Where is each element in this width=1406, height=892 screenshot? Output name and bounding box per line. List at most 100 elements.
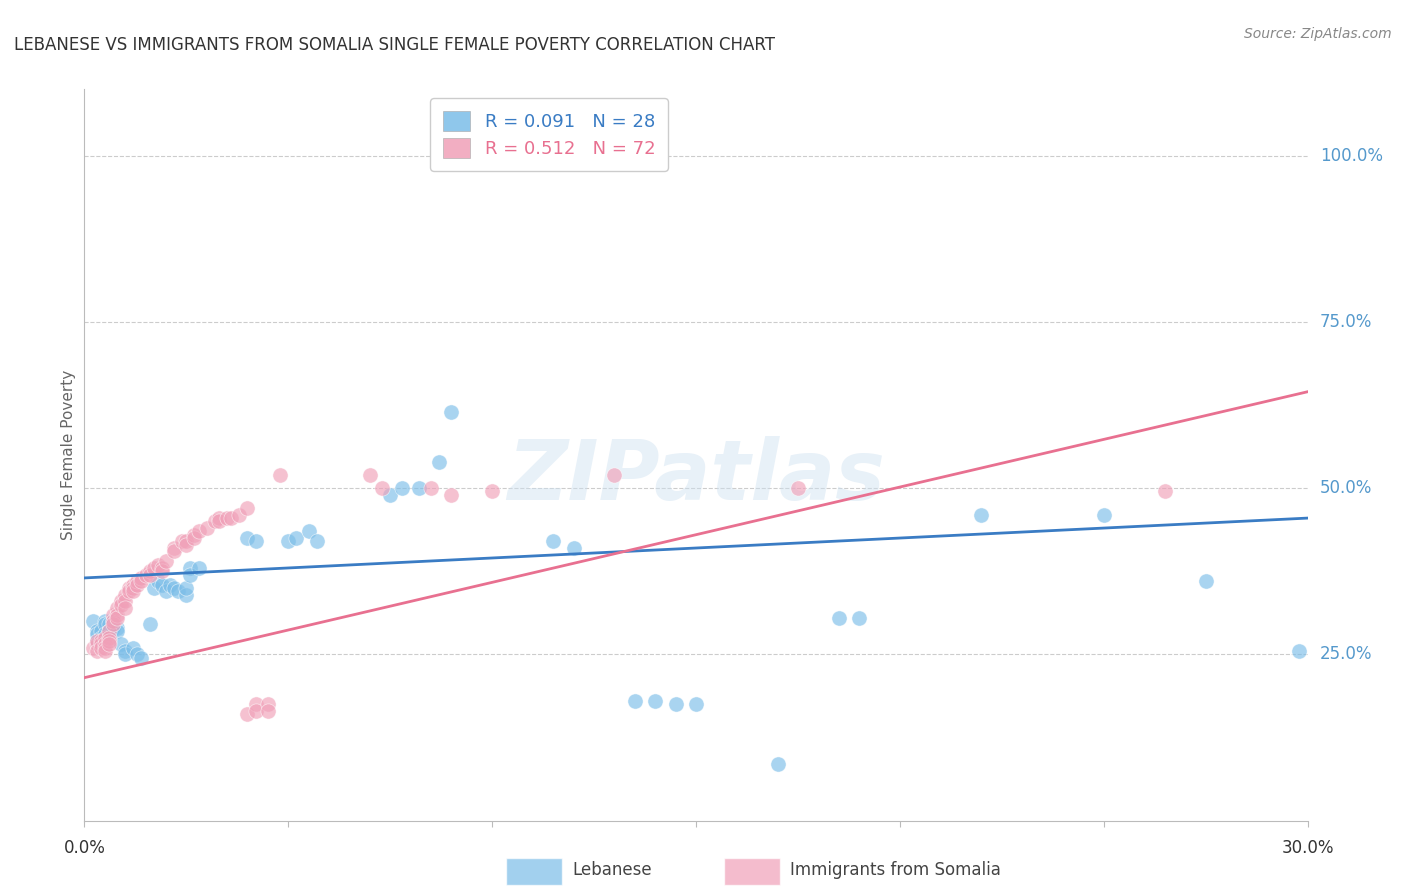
Point bbox=[208, 511, 231, 525]
Point bbox=[150, 564, 173, 578]
Point bbox=[86, 634, 108, 648]
Point bbox=[114, 594, 136, 608]
Text: 100.0%: 100.0% bbox=[1320, 146, 1384, 165]
Point bbox=[391, 481, 413, 495]
Point bbox=[114, 600, 136, 615]
Point bbox=[236, 707, 259, 722]
Point bbox=[131, 574, 153, 589]
Point bbox=[257, 698, 280, 712]
Point bbox=[848, 611, 870, 625]
Point bbox=[624, 694, 647, 708]
Point bbox=[90, 631, 112, 645]
Point bbox=[167, 584, 190, 599]
Point bbox=[86, 644, 108, 658]
Point bbox=[236, 501, 259, 516]
Text: 0.0%: 0.0% bbox=[63, 838, 105, 857]
Point bbox=[93, 644, 115, 658]
Point bbox=[90, 640, 112, 655]
Point bbox=[105, 607, 128, 622]
Point bbox=[163, 544, 186, 558]
Y-axis label: Single Female Poverty: Single Female Poverty bbox=[60, 370, 76, 540]
Point bbox=[110, 637, 132, 651]
Point bbox=[245, 534, 267, 549]
Point bbox=[461, 152, 484, 166]
Point bbox=[163, 581, 186, 595]
Point bbox=[179, 561, 201, 575]
Point bbox=[228, 508, 250, 522]
Point bbox=[93, 631, 115, 645]
Point bbox=[105, 621, 128, 635]
Point bbox=[245, 698, 267, 712]
Point bbox=[420, 481, 443, 495]
Point bbox=[122, 640, 145, 655]
Point bbox=[82, 614, 104, 628]
Point bbox=[1288, 644, 1310, 658]
Point bbox=[174, 534, 197, 549]
Point bbox=[970, 508, 993, 522]
Point bbox=[101, 614, 124, 628]
Point bbox=[562, 541, 585, 555]
Point bbox=[187, 561, 209, 575]
Point bbox=[204, 515, 226, 529]
Point bbox=[543, 534, 565, 549]
Point bbox=[97, 624, 120, 639]
Point bbox=[245, 704, 267, 718]
Text: Immigrants from Somalia: Immigrants from Somalia bbox=[790, 861, 1001, 879]
Point bbox=[97, 631, 120, 645]
Point bbox=[172, 534, 194, 549]
Text: ZIPatlas: ZIPatlas bbox=[508, 436, 884, 517]
Point bbox=[105, 600, 128, 615]
Point bbox=[155, 554, 177, 568]
Point bbox=[1092, 508, 1115, 522]
Point bbox=[110, 594, 132, 608]
Point bbox=[285, 531, 308, 545]
Point bbox=[644, 694, 666, 708]
Point bbox=[97, 624, 120, 639]
Point bbox=[277, 534, 299, 549]
Point bbox=[90, 624, 112, 639]
Point bbox=[1195, 574, 1218, 589]
Point bbox=[131, 650, 153, 665]
Point bbox=[131, 571, 153, 585]
Point bbox=[603, 467, 626, 482]
Point bbox=[93, 640, 115, 655]
Point bbox=[142, 581, 165, 595]
Point bbox=[142, 561, 165, 575]
Point bbox=[150, 561, 173, 575]
Point bbox=[236, 531, 259, 545]
Point bbox=[155, 584, 177, 599]
Text: Lebanese: Lebanese bbox=[572, 861, 652, 879]
Text: 75.0%: 75.0% bbox=[1320, 313, 1372, 331]
Point bbox=[269, 467, 291, 482]
Point bbox=[105, 611, 128, 625]
Point bbox=[90, 634, 112, 648]
Point bbox=[187, 524, 209, 539]
Point bbox=[110, 598, 132, 612]
Point bbox=[90, 637, 112, 651]
Point bbox=[138, 567, 160, 582]
Point bbox=[440, 405, 463, 419]
Point bbox=[93, 617, 115, 632]
Point bbox=[97, 617, 120, 632]
Point bbox=[105, 624, 128, 639]
Point bbox=[427, 454, 450, 468]
Point bbox=[219, 511, 242, 525]
Point bbox=[86, 637, 108, 651]
Point bbox=[481, 484, 503, 499]
Point bbox=[664, 698, 686, 712]
Point bbox=[86, 634, 108, 648]
Point bbox=[195, 521, 218, 535]
Point bbox=[159, 577, 181, 591]
Point bbox=[440, 488, 463, 502]
Point bbox=[138, 617, 160, 632]
Point bbox=[380, 488, 402, 502]
Point bbox=[93, 637, 115, 651]
Point bbox=[146, 574, 169, 589]
Point bbox=[138, 564, 160, 578]
Point bbox=[298, 524, 321, 539]
Point bbox=[114, 644, 136, 658]
Point bbox=[787, 481, 810, 495]
Legend: R = 0.091   N = 28, R = 0.512   N = 72: R = 0.091 N = 28, R = 0.512 N = 72 bbox=[430, 98, 668, 170]
Point bbox=[118, 581, 141, 595]
Point bbox=[183, 531, 205, 545]
